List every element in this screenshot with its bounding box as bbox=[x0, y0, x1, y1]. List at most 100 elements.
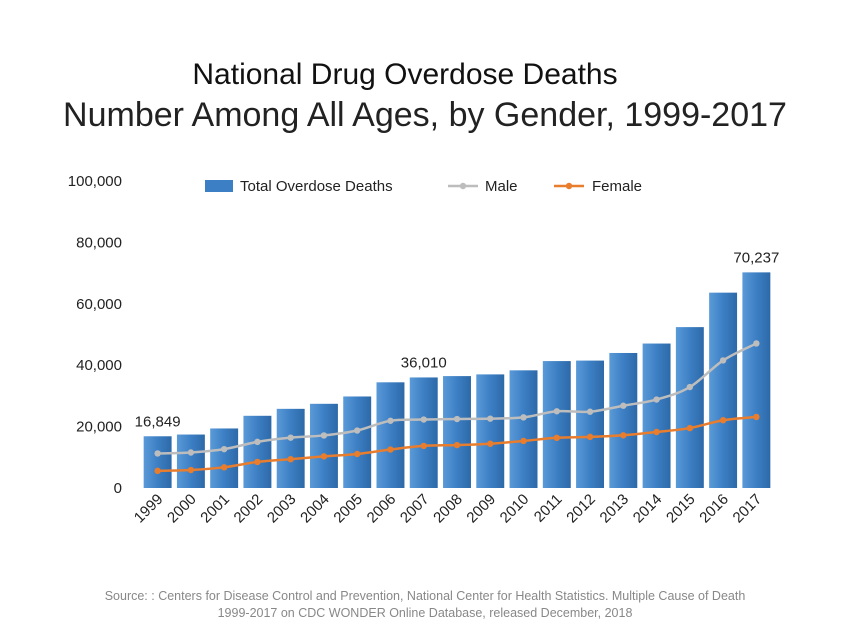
female-point-2006 bbox=[387, 446, 394, 453]
source-line-1: Source: : Centers for Disease Control an… bbox=[104, 589, 746, 603]
x-tick-label-2017: 2017 bbox=[730, 491, 766, 527]
bar-2013 bbox=[609, 352, 638, 488]
male-point-2008 bbox=[453, 415, 461, 423]
x-tick-label-2003: 2003 bbox=[264, 491, 300, 527]
y-tick-label: 40,000 bbox=[76, 357, 122, 374]
chart-subtitle: Number Among All Ages, by Gender, 1999-2… bbox=[63, 96, 787, 134]
bar-2010 bbox=[509, 370, 538, 488]
overdose-chart: Total Overdose Deaths Male Female 0 20,000 4… bbox=[68, 173, 780, 527]
male-point-2003 bbox=[287, 434, 294, 441]
bar-series bbox=[143, 272, 771, 488]
male-point-2012 bbox=[586, 408, 594, 415]
x-tick-label-2004: 2004 bbox=[297, 491, 333, 527]
data-label-1999: 16,849 bbox=[135, 413, 181, 430]
data-label-2007: 36,010 bbox=[401, 354, 447, 371]
bar-2009 bbox=[476, 374, 505, 488]
data-label-2017: 70,237 bbox=[733, 249, 779, 266]
bar-2007 bbox=[409, 377, 438, 488]
male-point-2001 bbox=[220, 445, 228, 453]
chart-legend: Total Overdose Deaths Male Female bbox=[205, 178, 642, 195]
female-point-2017 bbox=[753, 413, 760, 421]
female-point-2000 bbox=[187, 466, 195, 474]
legend-marker-female bbox=[565, 182, 573, 190]
male-point-2002 bbox=[254, 438, 261, 446]
bar-2006 bbox=[376, 382, 405, 488]
x-tick-label-2008: 2008 bbox=[430, 491, 466, 527]
bar-2017 bbox=[742, 272, 771, 488]
male-point-2015 bbox=[686, 383, 694, 391]
x-tick-label-2001: 2001 bbox=[197, 491, 233, 527]
male-point-2006 bbox=[387, 417, 394, 424]
x-tick-label-2011: 2011 bbox=[531, 491, 566, 526]
female-point-2010 bbox=[520, 437, 527, 445]
chart-title: National Drug Overdose Deaths bbox=[192, 58, 618, 91]
male-point-2010 bbox=[520, 414, 527, 421]
male-point-2009 bbox=[487, 415, 494, 422]
line-series bbox=[154, 340, 760, 475]
bar-2011 bbox=[542, 361, 571, 488]
y-tick-label: 20,000 bbox=[76, 419, 122, 436]
x-tick-label-2007: 2007 bbox=[397, 491, 433, 527]
y-axis: 0 20,000 40,000 60,000 80,000 100,000 bbox=[68, 173, 122, 497]
bar-2015 bbox=[675, 327, 704, 488]
legend-marker-male bbox=[459, 182, 467, 190]
x-tick-label-2002: 2002 bbox=[231, 491, 267, 527]
legend-swatch-total bbox=[205, 180, 233, 192]
y-tick-label: 0 bbox=[114, 480, 122, 497]
male-point-2014 bbox=[653, 396, 660, 403]
source-note: Source: : Centers for Disease Control an… bbox=[0, 588, 850, 622]
bar-2005 bbox=[343, 396, 372, 488]
female-point-2009 bbox=[487, 440, 494, 447]
data-labels: 16,849 36,010 70,237 bbox=[135, 249, 780, 430]
female-point-2003 bbox=[287, 455, 294, 463]
y-tick-label: 100,000 bbox=[68, 173, 122, 190]
bar-2001 bbox=[210, 428, 239, 488]
x-tick-label-2009: 2009 bbox=[463, 491, 499, 527]
x-axis: 1999200020012002200320042005200620072008… bbox=[131, 491, 765, 527]
x-tick-label-2010: 2010 bbox=[497, 491, 533, 527]
male-point-2016 bbox=[719, 357, 727, 364]
female-point-2015 bbox=[686, 424, 694, 432]
female-point-2011 bbox=[553, 434, 560, 442]
bar-2014 bbox=[642, 343, 671, 488]
source-line-2: 1999-2017 on CDC WONDER Online Database,… bbox=[217, 606, 633, 620]
y-tick-label: 60,000 bbox=[76, 296, 122, 313]
female-point-2016 bbox=[719, 417, 727, 424]
male-point-2000 bbox=[187, 449, 195, 456]
x-tick-label-2013: 2013 bbox=[597, 491, 633, 527]
legend-label-total: Total Overdose Deaths bbox=[240, 178, 393, 195]
x-tick-label-1999: 1999 bbox=[131, 491, 167, 527]
female-point-1999 bbox=[154, 467, 161, 475]
female-point-2001 bbox=[220, 464, 228, 471]
x-tick-label-2012: 2012 bbox=[563, 491, 599, 527]
male-point-2007 bbox=[420, 416, 427, 423]
male-point-2013 bbox=[620, 402, 627, 409]
x-tick-label-2006: 2006 bbox=[364, 491, 400, 527]
female-point-2013 bbox=[620, 432, 627, 439]
bar-2002 bbox=[243, 415, 272, 488]
x-tick-label-2000: 2000 bbox=[164, 491, 200, 527]
x-tick-label-2016: 2016 bbox=[696, 491, 732, 527]
female-point-2007 bbox=[420, 442, 427, 450]
male-point-2017 bbox=[753, 340, 760, 347]
bar-2000 bbox=[176, 434, 205, 488]
female-point-2005 bbox=[354, 450, 361, 458]
legend-label-female: Female bbox=[592, 178, 642, 195]
legend-label-male: Male bbox=[485, 178, 518, 195]
female-point-2012 bbox=[586, 433, 594, 441]
bar-2008 bbox=[443, 376, 471, 488]
bar-1999 bbox=[143, 436, 172, 488]
male-point-2004 bbox=[320, 432, 328, 439]
y-tick-label: 80,000 bbox=[76, 234, 122, 251]
female-point-2002 bbox=[254, 458, 261, 466]
bar-2004 bbox=[309, 403, 338, 488]
male-point-2005 bbox=[354, 427, 361, 434]
x-tick-label-2005: 2005 bbox=[330, 491, 366, 527]
male-point-2011 bbox=[553, 408, 560, 415]
x-tick-label-2015: 2015 bbox=[663, 491, 699, 527]
female-point-2008 bbox=[453, 441, 461, 449]
bar-2003 bbox=[276, 408, 305, 488]
bar-2012 bbox=[576, 360, 605, 488]
female-point-2014 bbox=[653, 428, 660, 436]
x-tick-label-2014: 2014 bbox=[630, 491, 666, 527]
